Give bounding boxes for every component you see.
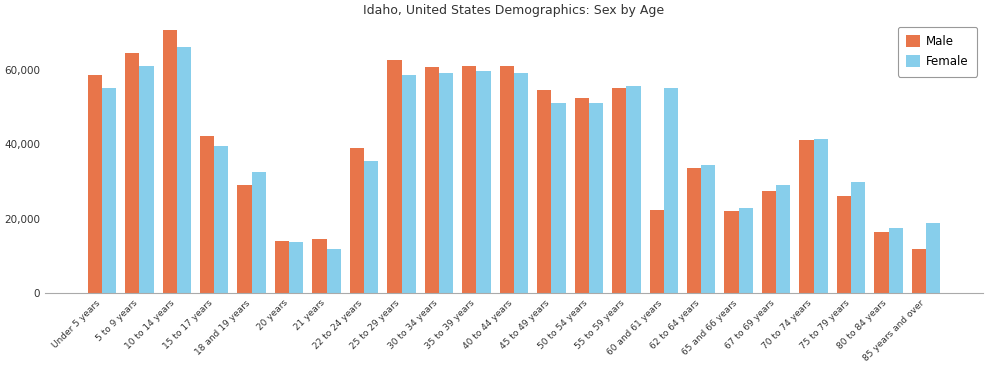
Bar: [139, 66, 154, 294]
Bar: [911, 249, 925, 294]
Bar: [836, 196, 850, 294]
Bar: [476, 72, 490, 294]
Bar: [251, 172, 265, 294]
Bar: [775, 185, 790, 294]
Bar: [461, 66, 476, 294]
Bar: [125, 53, 139, 294]
Legend: Male, Female: Male, Female: [897, 27, 976, 77]
Bar: [200, 136, 214, 294]
Bar: [812, 139, 827, 294]
Bar: [289, 242, 303, 294]
Bar: [551, 103, 565, 294]
Bar: [424, 67, 439, 294]
Bar: [686, 168, 700, 294]
Bar: [163, 30, 176, 294]
Bar: [401, 75, 415, 294]
Bar: [364, 161, 378, 294]
Bar: [349, 148, 364, 294]
Bar: [326, 249, 340, 294]
Bar: [214, 146, 229, 294]
Bar: [499, 66, 514, 294]
Bar: [611, 88, 626, 294]
Bar: [738, 208, 752, 294]
Bar: [387, 60, 401, 294]
Bar: [514, 73, 528, 294]
Bar: [874, 232, 887, 294]
Bar: [313, 239, 326, 294]
Bar: [925, 222, 940, 294]
Bar: [649, 210, 664, 294]
Bar: [176, 47, 191, 294]
Bar: [664, 88, 677, 294]
Bar: [761, 191, 775, 294]
Bar: [536, 90, 551, 294]
Bar: [88, 75, 102, 294]
Bar: [275, 241, 289, 294]
Title: Idaho, United States Demographics: Sex by Age: Idaho, United States Demographics: Sex b…: [363, 4, 664, 17]
Bar: [589, 103, 602, 294]
Bar: [799, 141, 812, 294]
Bar: [238, 185, 251, 294]
Bar: [102, 88, 116, 294]
Bar: [850, 182, 865, 294]
Bar: [724, 211, 738, 294]
Bar: [574, 98, 589, 294]
Bar: [439, 73, 453, 294]
Bar: [626, 86, 640, 294]
Bar: [887, 228, 902, 294]
Bar: [700, 165, 715, 294]
